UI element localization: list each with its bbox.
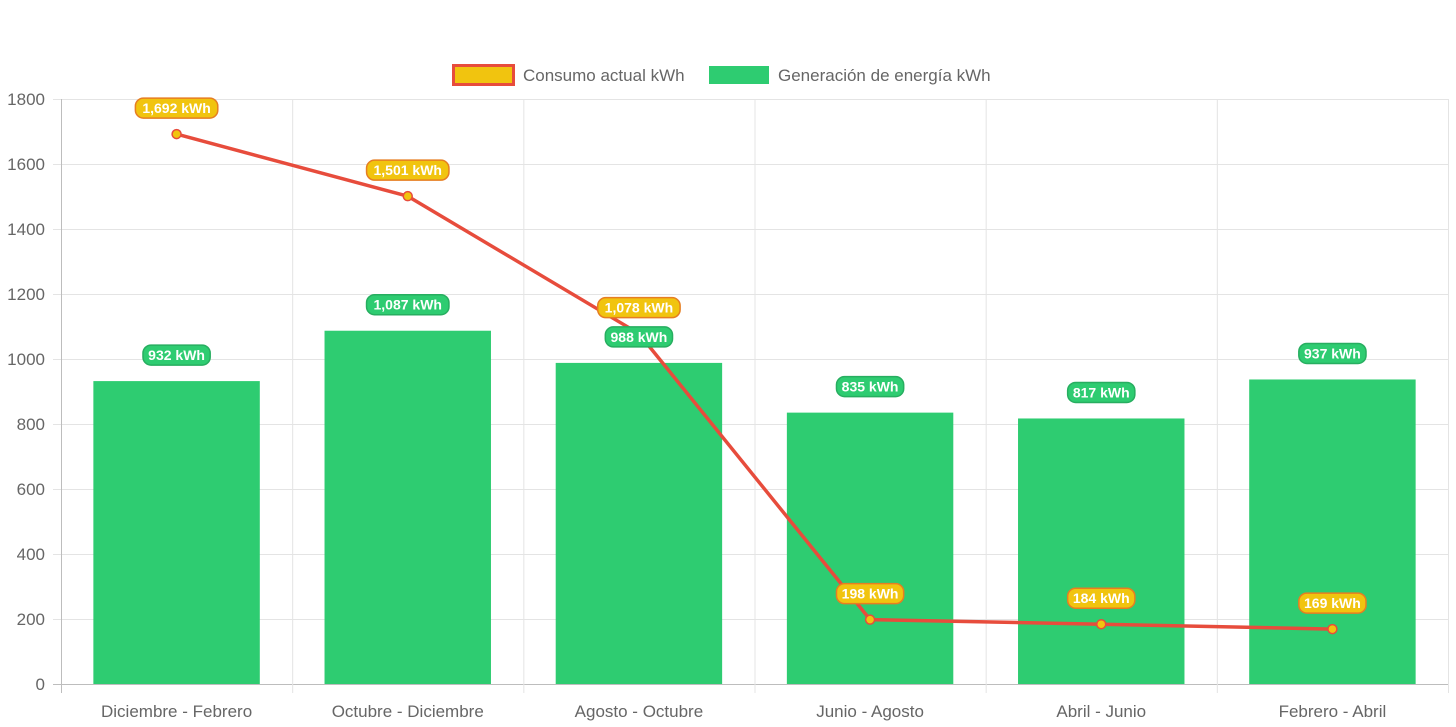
generation-bar[interactable] (324, 330, 491, 684)
generation-data-label-bg (365, 293, 450, 316)
generation-data-label-text: 835 kWh (842, 379, 899, 395)
consumption-point[interactable] (1327, 623, 1338, 635)
generation-data-label-text: 1,087 kWh (374, 297, 442, 313)
consumption-data-label-bg (596, 296, 681, 319)
consumption-point[interactable] (171, 128, 182, 140)
consumption-point[interactable] (1096, 618, 1107, 630)
consumption-data-label-text: 184 kWh (1073, 590, 1130, 606)
consumption-data-label: 1,501 kWh (365, 159, 450, 181)
consumption-data-label-bg (1298, 592, 1367, 614)
legend-item-generacion[interactable]: Generación de energía kWh (709, 66, 991, 85)
y-tick-label: 400 (17, 545, 45, 564)
consumption-data-label: 198 kWh (835, 582, 905, 605)
x-tick-label: Junio - Agosto (816, 702, 924, 721)
consumption-data-label: 169 kWh (1298, 592, 1367, 614)
consumption-point[interactable] (864, 614, 876, 625)
generation-data-label-bg (604, 326, 674, 348)
y-tick-label: 1800 (7, 90, 45, 109)
consumption-data-label-bg (365, 159, 450, 181)
generation-bar[interactable] (93, 381, 260, 684)
x-tick-label: Febrero - Abril (1279, 702, 1387, 721)
consumption-data-label-bg (835, 582, 905, 605)
generation-bar[interactable] (555, 362, 723, 684)
generation-data-label-text: 932 kWh (148, 347, 205, 363)
y-tick-label: 1000 (7, 350, 45, 369)
y-tick-label: 1200 (7, 285, 45, 304)
generation-data-label-bg (835, 375, 905, 398)
consumption-line (174, 132, 1335, 631)
consumption-point[interactable] (402, 190, 413, 202)
legend-item-consumo[interactable]: Consumo actual kWh (452, 64, 685, 86)
y-tick-label: 0 (36, 675, 45, 694)
generation-data-label-bg (1298, 342, 1367, 365)
x-tick-label: Diciembre - Febrero (101, 702, 252, 721)
axes: 0 200 400 600 800 1000 1200 1400 1600 1800 Diciemb… (7, 90, 1386, 721)
consumption-data-label-text: 1,501 kWh (374, 162, 442, 178)
consumption-data-label-bg (1066, 587, 1136, 609)
consumption-data-label-text: 198 kWh (842, 586, 899, 602)
generation-data-label: 817 kWh (1066, 381, 1136, 404)
generation-data-label: 937 kWh (1298, 342, 1367, 365)
consumption-data-label: 1,078 kWh (596, 296, 681, 319)
generation-data-label-text: 988 kWh (611, 329, 668, 345)
x-tick-label: Agosto - Octubre (575, 702, 704, 721)
x-tick-label: Abril - Junio (1056, 702, 1146, 721)
legend-swatch-consumo (452, 64, 515, 86)
legend-label-consumo: Consumo actual kWh (523, 66, 685, 85)
y-tick-label: 800 (17, 415, 45, 434)
legend-label-generacion: Generación de energía kWh (778, 66, 991, 85)
generation-bar[interactable] (1249, 379, 1416, 684)
y-tick-label: 200 (17, 610, 45, 629)
consumption-data-label: 1,692 kWh (134, 97, 219, 119)
generation-data-label-bg (1066, 381, 1136, 404)
generation-data-label-text: 817 kWh (1073, 384, 1130, 400)
generation-data-label-text: 937 kWh (1304, 345, 1361, 361)
legend-swatch-generacion (709, 66, 769, 84)
data-labels: 932 kWh 1,087 kWh 988 kWh 835 kWh 817 kWh 937… (134, 97, 1367, 614)
generation-data-label: 988 kWh (604, 326, 674, 348)
x-tick-label: Octubre - Diciembre (332, 702, 484, 721)
grid (53, 99, 1449, 693)
y-tick-label: 600 (17, 480, 45, 499)
generation-data-label-bg (142, 344, 211, 366)
legend[interactable]: Consumo actual kWh Generación de energía … (452, 64, 991, 86)
generation-data-label: 932 kWh (142, 344, 211, 366)
consumption-data-label-text: 169 kWh (1304, 595, 1361, 611)
y-tick-label: 1400 (7, 220, 45, 239)
bar-series (93, 330, 1416, 684)
generation-bar[interactable] (1018, 418, 1185, 684)
consumption-data-label-text: 1,078 kWh (605, 300, 673, 316)
consumption-data-label: 184 kWh (1066, 587, 1136, 609)
generation-data-label: 835 kWh (835, 375, 905, 398)
generation-data-label: 1,087 kWh (365, 293, 450, 316)
consumption-data-label-text: 1,692 kWh (142, 100, 210, 116)
consumption-data-label-bg (134, 97, 219, 119)
y-tick-label: 1600 (7, 155, 45, 174)
